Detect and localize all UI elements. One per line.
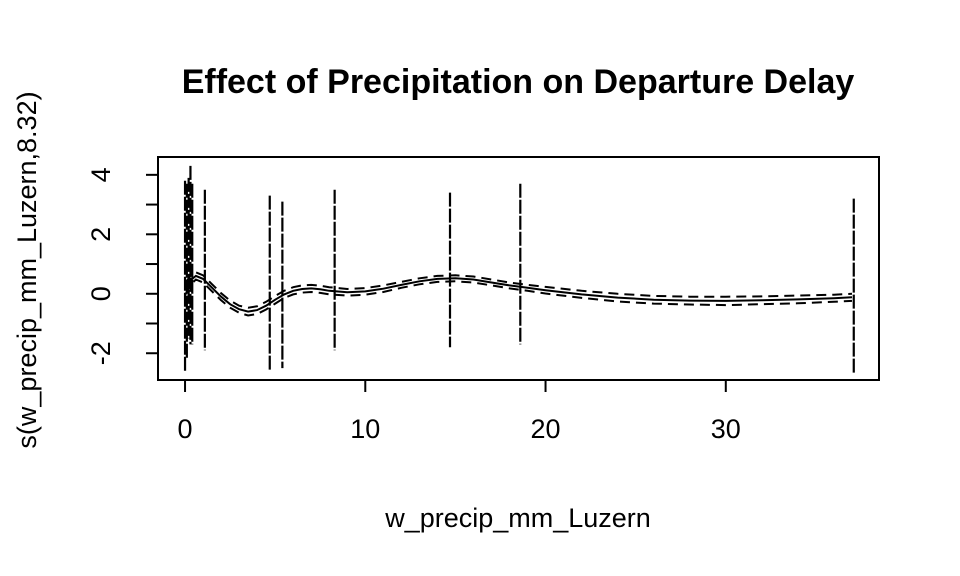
chart-title: Effect of Precipitation on Departure Del…: [182, 63, 855, 101]
plot-area: 0 10 20 30 -2 0 2 4: [86, 156, 880, 444]
confidence-band-line: [184, 271, 853, 309]
x-tick-label: 30: [711, 414, 741, 444]
y-axis-label: s(w_precip_mm_Luzern,8.32): [12, 91, 42, 448]
x-tick-label: 0: [178, 414, 193, 444]
y-tick-label: -2: [86, 341, 116, 365]
x-axis-label: w_precip_mm_Luzern: [384, 503, 651, 533]
x-tick-label: 20: [531, 414, 561, 444]
plot-frame: [157, 156, 880, 381]
y-tick-label: 2: [86, 227, 116, 242]
x-tick-label: 10: [350, 414, 380, 444]
confidence-band-line: [184, 278, 853, 317]
smooth-effect-line: [184, 274, 853, 313]
y-tick-label: 4: [86, 167, 116, 182]
y-tick-label: 0: [86, 286, 116, 301]
